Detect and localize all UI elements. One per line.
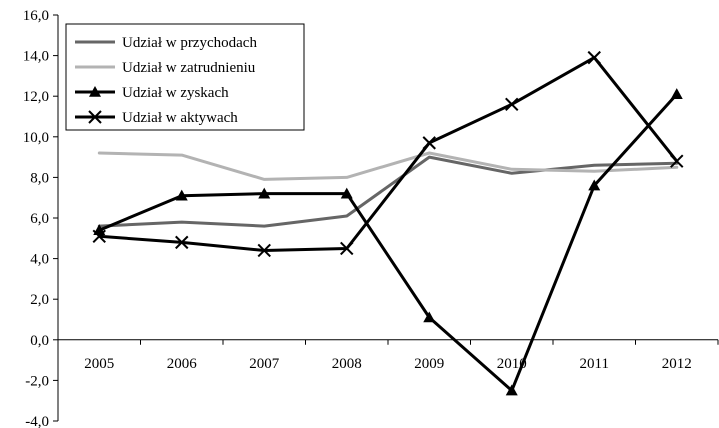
data-point-udzial-w-aktywach [422, 136, 436, 150]
legend-label: Udział w zatrudnieniu [122, 60, 256, 76]
y-tick-label: -4,0 [25, 414, 49, 428]
data-point-udzial-w-aktywach [505, 97, 519, 112]
y-tick-label: 0,0 [30, 333, 49, 349]
legend-label: Udział w przychodach [122, 35, 257, 51]
x-tick-label: 2009 [414, 356, 444, 372]
data-point-udzial-w-aktywach [257, 243, 271, 258]
data-point-udzial-w-zyskach [258, 187, 271, 199]
legend-label: Udział w zyskach [122, 85, 229, 101]
data-point-udzial-w-zyskach [670, 88, 683, 99]
data-point-udzial-w-aktywach [175, 235, 189, 250]
data-point-udzial-w-aktywach [670, 154, 684, 168]
y-tick-label: 6,0 [30, 211, 49, 227]
x-tick-label: 2012 [662, 356, 692, 372]
y-tick-label: 16,0 [23, 8, 49, 24]
data-point-udzial-w-zyskach [340, 187, 353, 199]
legend-label: Udział w aktywach [122, 110, 238, 126]
legend-entry-udzial-w-przychodach: Udział w przychodach [75, 35, 257, 51]
y-tick-label: 10,0 [23, 130, 49, 146]
y-tick-label: 14,0 [23, 49, 49, 65]
legend-entry-udzial-w-aktywach: Udział w aktywach [75, 110, 238, 126]
x-tick-label: 2008 [332, 356, 362, 372]
x-tick-label: 2010 [497, 356, 527, 372]
series-line-udzial-w-aktywach [97, 56, 679, 252]
x-tick-label: 2011 [580, 356, 609, 372]
series-markers [92, 50, 684, 396]
series-line-udzial-w-przychodach [97, 155, 679, 228]
data-point-udzial-w-aktywach [340, 241, 354, 256]
data-point-udzial-w-aktywach [587, 50, 601, 65]
data-point-udzial-w-zyskach [505, 384, 518, 396]
series-line-udzial-w-zatrudnieniu [97, 151, 679, 181]
legend-entry-udzial-w-zyskach: Udział w zyskach [75, 85, 229, 101]
y-tick-label: 4,0 [30, 252, 49, 268]
x-tick-label: 2006 [167, 356, 198, 372]
legend-entry-udzial-w-zatrudnieniu: Udział w zatrudnieniu [75, 60, 256, 76]
x-tick-label: 2005 [84, 356, 114, 372]
data-point-udzial-w-aktywach [92, 229, 106, 243]
legend-marker-triangle [89, 86, 101, 97]
data-point-udzial-w-zyskach [175, 189, 188, 201]
y-tick-label: -2,0 [25, 373, 49, 389]
data-point-udzial-w-zyskach [423, 311, 436, 323]
y-tick-label: 12,0 [23, 89, 49, 105]
x-tick-label: 2007 [249, 356, 280, 372]
legend: Udział w przychodach Udział w zatrudnieni… [65, 23, 305, 131]
y-tick-label: 2,0 [30, 292, 49, 308]
series-line-udzial-w-zyskach [97, 92, 679, 393]
data-point-udzial-w-zyskach [588, 179, 601, 191]
legend-marker-x [88, 110, 102, 124]
y-tick-label: 8,0 [30, 170, 49, 186]
axes: -4,0 -2,0 0,0 2,0 4,0 6,0 8,0 10,0 12,0 14,0 16,0 2… [23, 8, 719, 428]
series-lines [97, 56, 679, 393]
